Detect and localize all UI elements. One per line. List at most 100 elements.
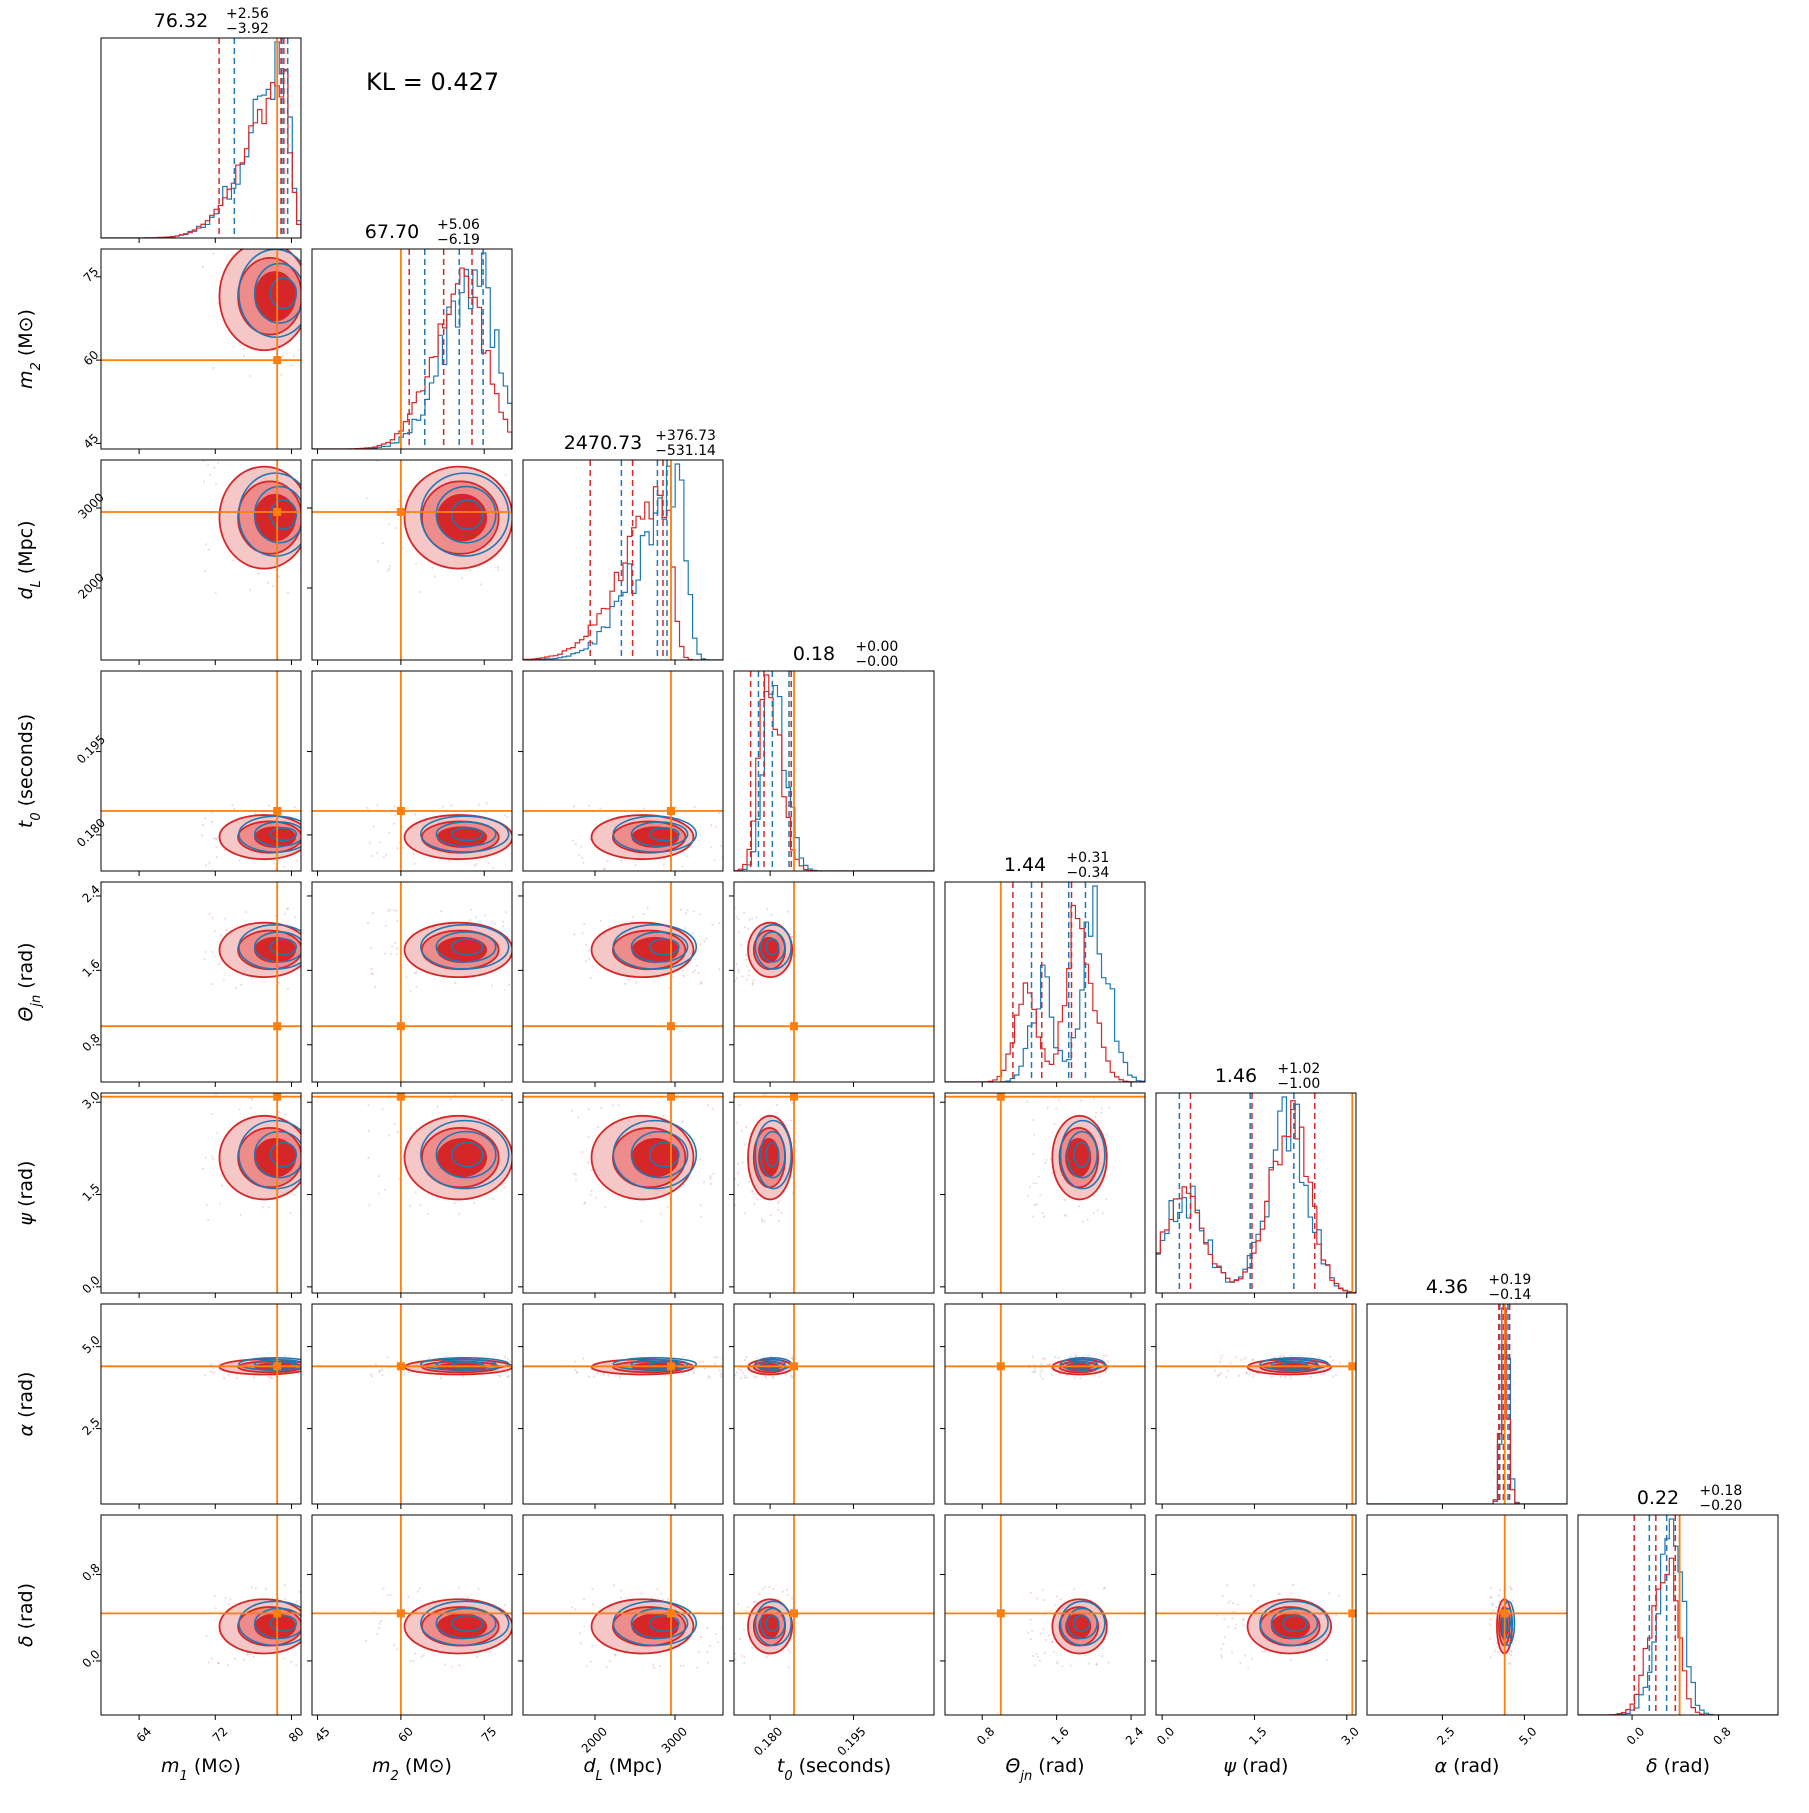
contour-secondary-2 xyxy=(451,1141,484,1168)
sample-point xyxy=(504,911,508,914)
sample-point xyxy=(326,931,328,933)
sample-point xyxy=(484,811,487,814)
sample-point xyxy=(682,1355,685,1358)
sample-point xyxy=(1252,1358,1255,1361)
panel-frame xyxy=(522,670,724,872)
sample-point xyxy=(1069,1355,1072,1358)
sample-point xyxy=(1053,1604,1056,1607)
contour-secondary-0 xyxy=(420,472,510,557)
sample-point xyxy=(1510,1653,1513,1657)
sample-point xyxy=(785,1588,789,1592)
sample-point xyxy=(572,1172,575,1175)
sample-point xyxy=(751,917,754,920)
sample-point xyxy=(726,1152,728,1154)
sample-point xyxy=(766,908,769,911)
sample-point xyxy=(370,972,373,975)
sample-point xyxy=(1051,1171,1054,1175)
sample-point xyxy=(756,1198,759,1201)
sample-point xyxy=(578,1632,582,1635)
sample-point xyxy=(238,235,240,237)
sample-point xyxy=(333,926,335,928)
sample-point xyxy=(508,1360,512,1363)
sample-point xyxy=(1033,1369,1036,1373)
panel-m1-m2: 45 60 75 xyxy=(81,235,324,454)
sample-point xyxy=(1063,1214,1066,1217)
panel-frame xyxy=(733,1092,935,1294)
panel-m2-delta: 45 60 75 xyxy=(307,1514,525,1745)
panel-frame xyxy=(311,1514,513,1716)
sample-point xyxy=(1072,1587,1076,1591)
sample-point xyxy=(1033,1371,1036,1374)
sample-point xyxy=(753,1601,756,1604)
sample-point xyxy=(204,570,207,573)
sample-point xyxy=(747,974,750,977)
sample-point xyxy=(728,1610,730,1612)
sample-point xyxy=(449,1097,452,1101)
sample-point xyxy=(1232,1602,1235,1605)
sample-point xyxy=(1026,1100,1029,1103)
sample-point xyxy=(396,1648,399,1651)
sample-point xyxy=(1042,1627,1045,1631)
sample-point xyxy=(1092,1097,1096,1100)
sample-point xyxy=(370,967,373,971)
sample-point xyxy=(1493,1650,1497,1653)
sample-point xyxy=(1105,1133,1108,1136)
sample-point xyxy=(589,1193,592,1196)
sample-point xyxy=(322,257,324,259)
sample-point xyxy=(212,1158,215,1161)
sample-point xyxy=(740,944,743,947)
sample-point xyxy=(337,1599,339,1601)
truth-marker xyxy=(273,1362,282,1371)
sample-point xyxy=(635,981,638,984)
sample-point xyxy=(301,1096,303,1098)
sample-point xyxy=(1027,1631,1030,1634)
sample-point xyxy=(588,838,592,841)
sample-point xyxy=(702,1181,706,1184)
sample-point xyxy=(393,805,396,808)
sample-point xyxy=(587,1136,590,1139)
sample-point xyxy=(377,1370,381,1373)
sample-point xyxy=(384,853,388,856)
contour-secondary-1 xyxy=(253,1130,301,1179)
sample-point xyxy=(382,1587,385,1590)
sample-point xyxy=(393,1643,396,1646)
sample-point xyxy=(507,983,511,986)
sample-point xyxy=(203,1374,207,1377)
sample-point xyxy=(309,494,311,496)
sample-point xyxy=(699,833,702,837)
hist-primary xyxy=(1367,1307,1567,1504)
sample-point xyxy=(720,844,723,847)
sample-point xyxy=(734,1374,737,1377)
truth-marker xyxy=(1348,1609,1356,1618)
sample-point xyxy=(1063,1198,1067,1202)
sample-point xyxy=(700,1635,703,1639)
sample-point xyxy=(504,473,507,477)
y-tick-label-thetajn: 2.4 xyxy=(79,882,102,905)
sample-point xyxy=(523,1609,525,1611)
sample-point xyxy=(1087,1354,1090,1357)
contour-secondary-1 xyxy=(630,931,689,963)
panel-dL-psi xyxy=(518,1092,724,1298)
sample-point xyxy=(245,439,247,441)
sample-point xyxy=(730,1588,732,1590)
sample-point xyxy=(745,1355,748,1359)
sample-point xyxy=(1256,1599,1259,1603)
sample-point xyxy=(1248,1372,1251,1375)
sample-point xyxy=(393,909,396,912)
sample-point xyxy=(740,1368,743,1372)
panel-title-plus: +2.56 xyxy=(226,6,269,22)
sample-point xyxy=(370,947,373,950)
sample-point xyxy=(290,364,293,367)
sample-point xyxy=(282,865,285,868)
sample-point xyxy=(699,982,702,985)
sample-point xyxy=(272,862,276,865)
truth-marker xyxy=(790,1093,798,1101)
panel-m1-delta: 64 72 80 0.0 0.8 xyxy=(79,1514,339,1745)
sample-point xyxy=(789,1119,793,1122)
y-tick-label-m2: 75 xyxy=(81,264,102,285)
sample-point xyxy=(202,823,205,827)
panel-title-plus: +0.31 xyxy=(1066,850,1109,866)
sample-point xyxy=(235,1376,238,1379)
sample-point xyxy=(1322,1372,1326,1375)
sample-point xyxy=(737,968,740,971)
